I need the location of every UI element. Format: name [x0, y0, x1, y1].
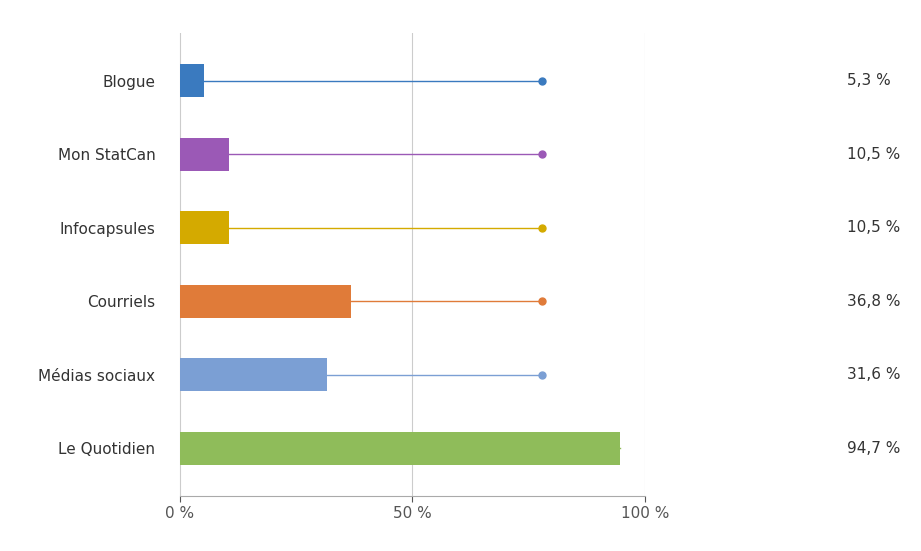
Bar [180, 211, 228, 244]
Text: 94,7 %: 94,7 % [847, 441, 901, 456]
Text: 5,3 %: 5,3 % [847, 73, 892, 88]
Text: 36,8 %: 36,8 % [847, 294, 901, 309]
Bar [180, 64, 204, 98]
Bar [180, 431, 620, 464]
Bar [180, 358, 327, 391]
Text: 31,6 %: 31,6 % [847, 367, 901, 382]
Bar [180, 285, 351, 318]
Text: 10,5 %: 10,5 % [847, 147, 901, 162]
Bar [180, 138, 228, 171]
Text: 10,5 %: 10,5 % [847, 220, 901, 235]
